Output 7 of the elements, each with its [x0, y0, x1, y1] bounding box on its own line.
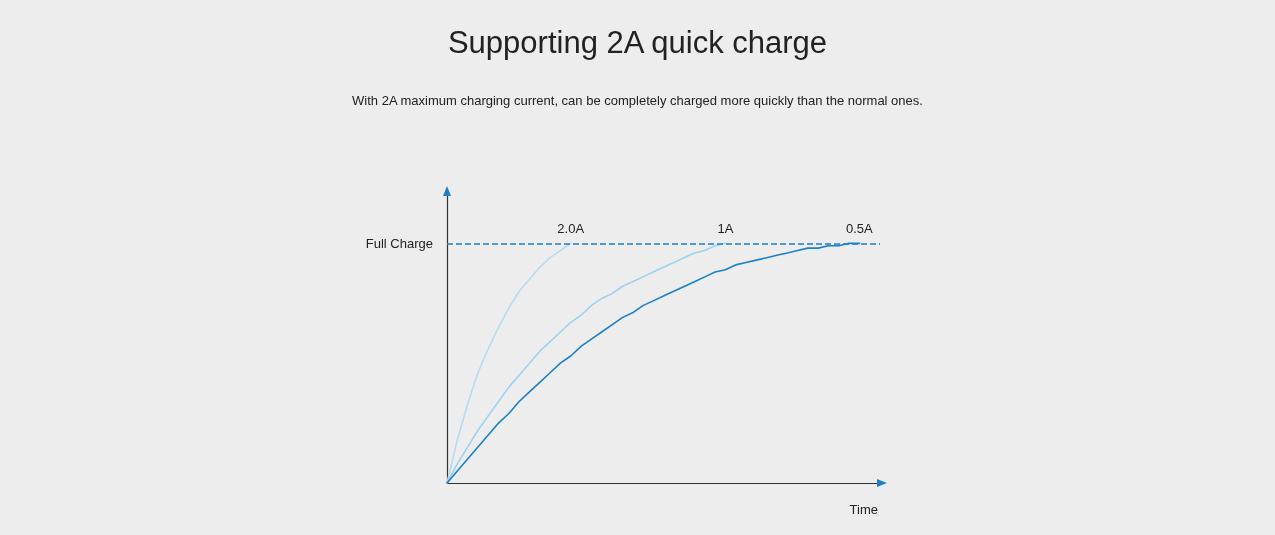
series-label: 1A	[717, 221, 734, 237]
ref-line-label: Full Charge	[365, 235, 433, 251]
x-axis-title: Time	[849, 502, 878, 517]
chart-subtitle: With 2A maximum charging current, can be completely charged more quickly than the normal ones.	[352, 93, 923, 108]
series-label: 0.5A	[846, 221, 874, 237]
chart-title: Supporting 2A quick charge	[447, 25, 828, 60]
series-label: 2.0A	[557, 221, 585, 237]
